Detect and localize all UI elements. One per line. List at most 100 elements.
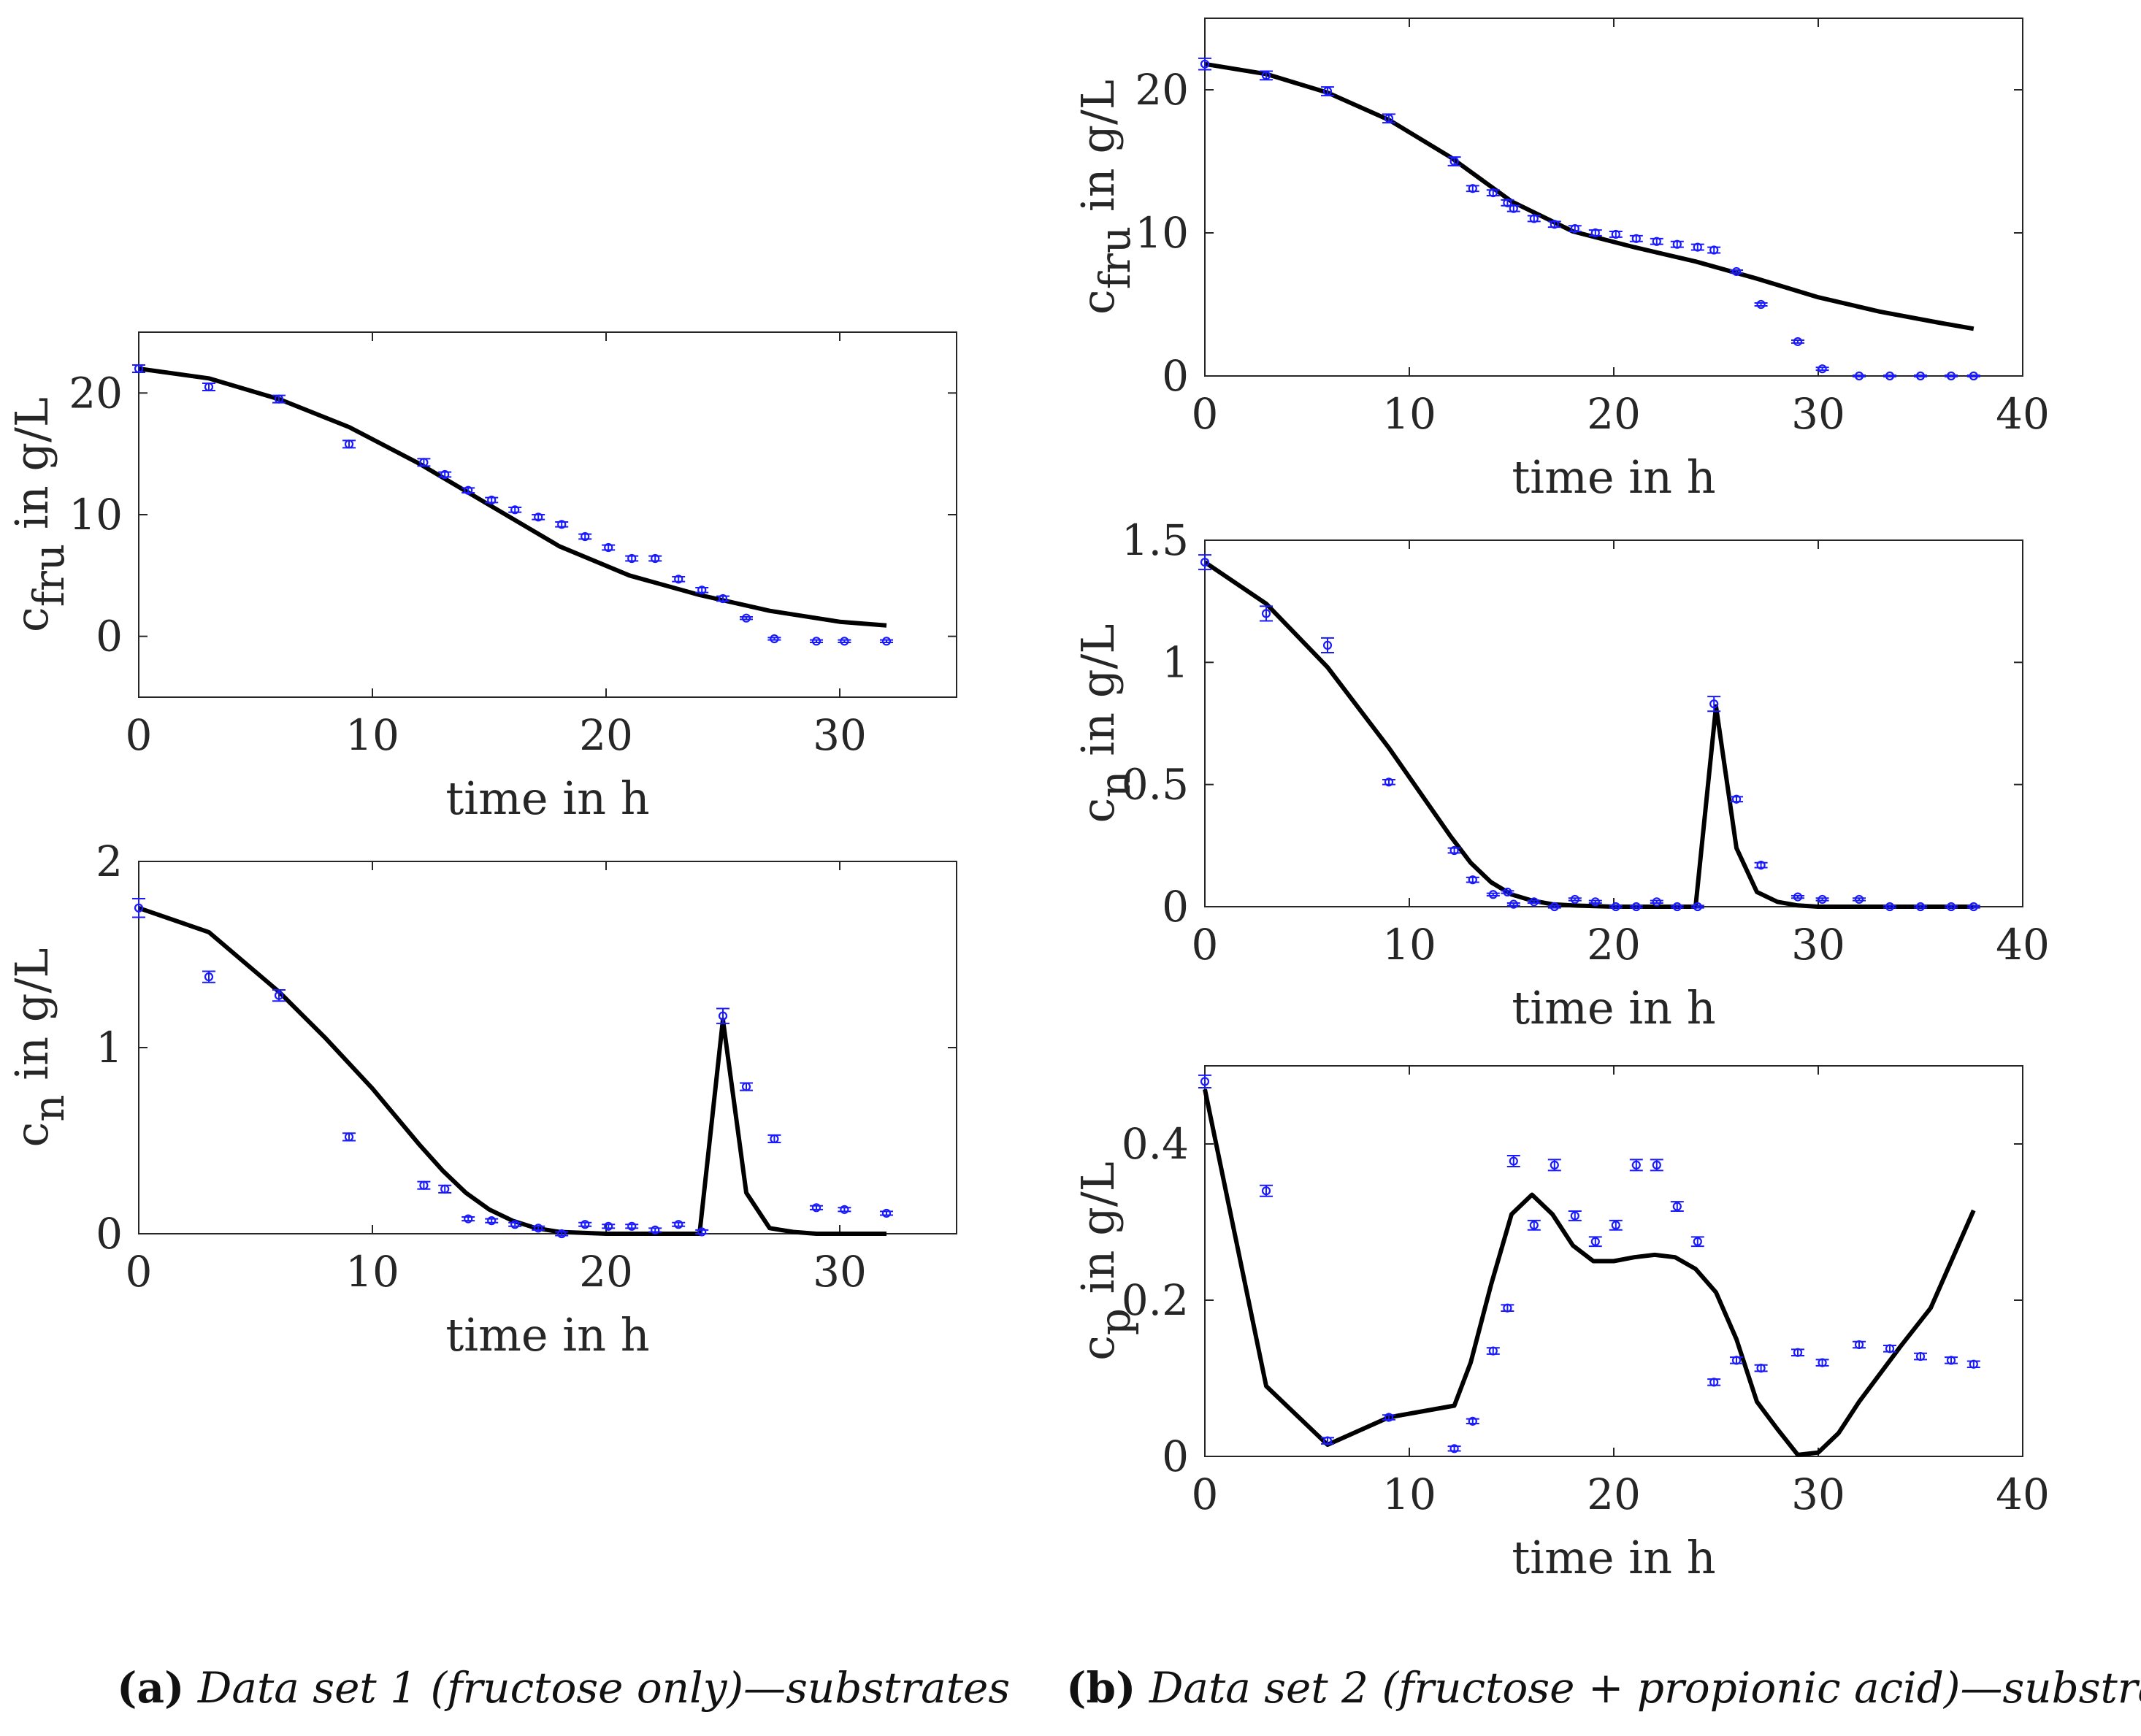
x-axis-label: time in h (445, 1308, 649, 1361)
x-tick-label: 0 (1192, 1470, 1219, 1519)
data-point (1793, 1348, 1803, 1357)
data-point (557, 520, 567, 529)
data-point (741, 613, 751, 623)
data-point (1885, 902, 1895, 912)
caption-a-label: (a) (117, 1663, 185, 1713)
data-point (1590, 228, 1600, 238)
data-point (1946, 1356, 1956, 1365)
x-axis-label: time in h (1512, 1531, 1715, 1584)
data-point (134, 903, 144, 913)
y-axis-label-subscript: fru (1090, 226, 1140, 290)
data-point (1261, 71, 1271, 80)
data-point (1818, 1358, 1827, 1367)
x-tick-label: 10 (345, 710, 399, 760)
data-point (1590, 897, 1600, 907)
x-axis-label: time in h (445, 772, 649, 825)
data-point (534, 512, 543, 522)
data-point (419, 458, 429, 467)
data-point (1503, 887, 1512, 897)
data-point (1322, 86, 1333, 96)
data-point (464, 485, 473, 495)
y-axis-label-subscript: n (24, 1094, 74, 1121)
x-tick-label: 0 (126, 710, 153, 760)
data-point (1509, 204, 1518, 213)
data-point (1709, 245, 1719, 255)
data-point (1915, 902, 1926, 912)
data-point (1611, 902, 1620, 912)
y-tick-label: 10 (1135, 208, 1189, 258)
data-point (1631, 234, 1641, 243)
y-tick-label: 0 (1162, 351, 1189, 401)
data-point (1570, 1211, 1579, 1221)
data-point (464, 1214, 473, 1224)
data-point (440, 1184, 450, 1194)
data-point (1693, 242, 1702, 252)
x-tick-label: 10 (1382, 920, 1436, 969)
data-point (204, 382, 214, 392)
x-tick-label: 10 (1382, 389, 1436, 439)
y-axis-label-main: c (5, 607, 58, 632)
y-axis-label-main: c (1071, 798, 1125, 823)
data-point (1611, 1221, 1620, 1230)
y-tick-label: 0.4 (1122, 1119, 1189, 1169)
data-point (1590, 1237, 1600, 1246)
data-point (718, 594, 728, 604)
plot-propionic-acid-dataset2: 0 10 20 30 40 0 0.2 0.4 time in h cp in g/L (1071, 1065, 2050, 1584)
data-point (1854, 894, 1864, 905)
data-point (1693, 902, 1702, 912)
data-point (274, 991, 284, 1000)
y-axis-label: cfru in g/L (1071, 80, 1140, 315)
y-axis-label-unit: in g/L (1071, 1161, 1125, 1308)
data-point (1529, 214, 1539, 223)
data-point (1503, 1303, 1512, 1313)
y-axis-label-subscript: n (1090, 770, 1140, 797)
data-point (1693, 1237, 1702, 1246)
model-curve (1203, 1088, 1976, 1457)
x-tick-label: 20 (1587, 920, 1641, 969)
y-tick-label: 20 (1135, 65, 1189, 115)
data-point (1709, 1378, 1719, 1387)
data-point (1550, 220, 1559, 229)
data-point (1468, 184, 1477, 193)
data-point (1322, 1436, 1333, 1445)
data-point (1449, 156, 1459, 166)
data-point (1756, 299, 1766, 310)
data-point (627, 1221, 637, 1231)
data-point (534, 1224, 543, 1233)
data-point (1509, 1156, 1518, 1166)
data-point (581, 1220, 590, 1229)
data-point (1200, 558, 1210, 567)
data-point (274, 394, 284, 404)
y-tick-label: 0 (1162, 882, 1189, 932)
data-point (811, 637, 821, 646)
data-point (487, 495, 497, 505)
data-point (1384, 777, 1394, 787)
y-tick-label: 0.5 (1122, 760, 1189, 810)
x-tick-label: 0 (1192, 920, 1219, 969)
y-axis-label-main: c (1071, 1335, 1125, 1361)
y-axis-label-unit: in g/L (5, 397, 58, 544)
data-point (651, 1225, 660, 1235)
y-axis-label: cn in g/L (5, 948, 74, 1147)
data-point (1261, 609, 1271, 618)
data-point (1488, 1346, 1498, 1356)
caption-b-label: (b) (1066, 1663, 1136, 1713)
caption-a-text: Data set 1 (fructose only)—substrates (197, 1663, 1011, 1713)
y-tick-label: 1 (96, 1023, 123, 1072)
data-point (674, 575, 683, 584)
data-point (1709, 699, 1719, 709)
data-point (674, 1220, 683, 1229)
x-tick-label: 30 (813, 710, 867, 760)
data-point (440, 469, 450, 480)
data-point (1854, 1340, 1864, 1350)
x-tick-label: 30 (1791, 1470, 1845, 1519)
y-axis-label-main: c (5, 1122, 58, 1148)
data-point (1550, 1160, 1559, 1170)
y-tick-label: 2 (96, 837, 123, 886)
data-point (1818, 364, 1827, 374)
data-point (627, 553, 637, 564)
axes-box (1204, 539, 2023, 907)
model-curve (1204, 61, 1975, 331)
y-axis-label-unit: in g/L (1071, 80, 1125, 226)
data-point (1261, 1186, 1271, 1196)
